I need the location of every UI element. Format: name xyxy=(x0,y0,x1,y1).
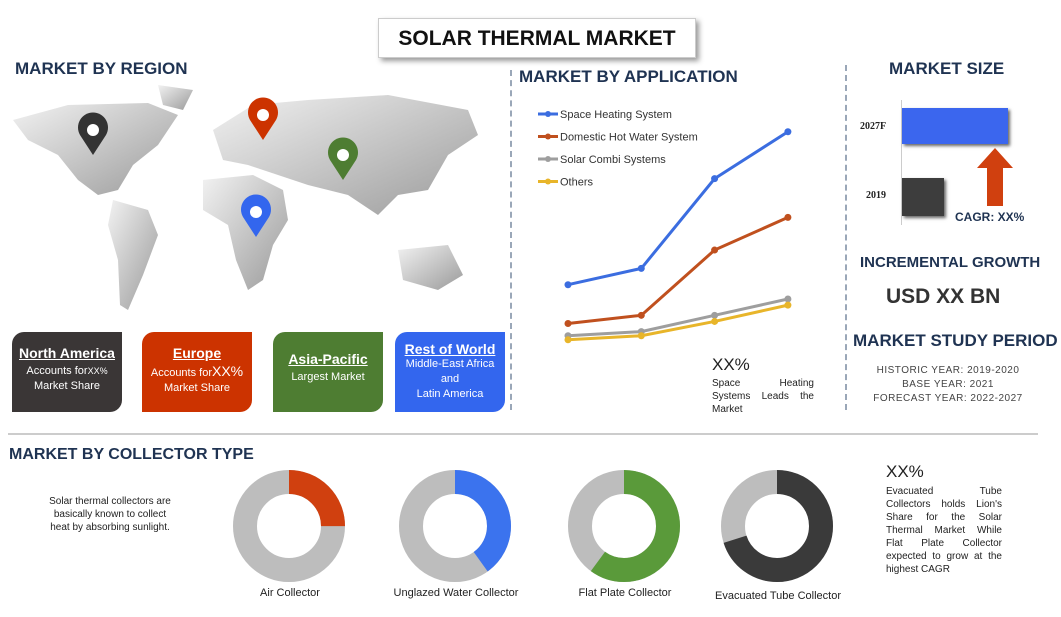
donut-slice xyxy=(399,470,511,582)
growth-arrow-icon xyxy=(977,148,1013,206)
bar-label-2027f: 2027F xyxy=(860,121,887,132)
study-period: HISTORIC YEAR: 2019-2020 BASE YEAR: 2021… xyxy=(853,364,1043,406)
cagr: CAGR: XX% xyxy=(955,210,1025,224)
series-line xyxy=(567,216,789,325)
donut-slice xyxy=(721,470,833,582)
legend-label: Space Heating System xyxy=(560,109,672,121)
donut-label: Flat Plate Collector xyxy=(578,587,672,599)
donut-slice xyxy=(568,470,680,582)
pin-asia-pacific xyxy=(328,137,358,180)
divider xyxy=(8,433,1038,435)
bar-2027f xyxy=(902,108,1008,144)
page-title: SOLAR THERMAL MARKET xyxy=(378,18,696,58)
donut-slice xyxy=(233,470,345,582)
forecast-year: FORECAST YEAR: 2022-2027 xyxy=(873,393,1023,404)
data-point xyxy=(711,175,719,183)
bar-2019 xyxy=(902,178,944,216)
application-line-chart: Space Heating System Domestic Hot Water S… xyxy=(538,109,792,344)
historic-year: HISTORIC YEAR: 2019-2020 xyxy=(876,365,1020,376)
pin-europe xyxy=(248,97,278,140)
data-point xyxy=(564,319,572,327)
legend-label: Solar Combi Systems xyxy=(560,154,666,166)
legend-marker xyxy=(545,133,551,140)
study-period-heading: MARKET STUDY PERIOD xyxy=(853,331,1058,350)
incremental-growth-heading: INCREMENTAL GROWTH xyxy=(860,254,1041,271)
market-size-heading: MARKET SIZE xyxy=(889,59,1005,78)
legend-label: Others xyxy=(560,177,594,189)
collector-heading: MARKET BY COLLECTOR TYPE xyxy=(9,446,254,463)
data-point xyxy=(564,336,572,344)
pin-rest-of-world xyxy=(241,194,271,237)
series-line xyxy=(567,297,789,338)
base-year: BASE YEAR: 2021 xyxy=(902,379,994,390)
collector-intro: Solar thermal collectors are basically k… xyxy=(49,496,171,533)
application-note: Space Heating Systems Leads the Market xyxy=(712,378,814,415)
data-point xyxy=(784,301,792,309)
divider xyxy=(510,70,512,410)
legend-marker xyxy=(545,178,551,185)
donut-label: Air Collector xyxy=(260,587,320,599)
application-stat: XX% xyxy=(712,355,750,374)
australia-shape xyxy=(398,245,463,290)
region-heading: MARKET BY REGION xyxy=(15,59,188,78)
location-pins xyxy=(78,97,358,237)
africa-shape xyxy=(203,175,288,290)
axis-line xyxy=(901,100,902,225)
legend-marker xyxy=(545,156,551,162)
greenland-shape xyxy=(158,85,193,110)
series-line xyxy=(567,303,789,342)
data-point xyxy=(784,295,792,303)
data-point xyxy=(784,213,792,221)
legend-label: Domestic Hot Water System xyxy=(560,132,698,144)
card-europe: Europe Accounts forXX% Market Share xyxy=(142,332,252,412)
data-point xyxy=(564,281,572,289)
donut-label: Unglazed Water Collector xyxy=(393,587,519,599)
donut-chart xyxy=(232,470,347,582)
data-point xyxy=(784,128,792,136)
card-asia-pacific: Asia-Pacific Largest Market xyxy=(273,332,383,412)
donut-chart xyxy=(567,470,682,582)
data-point xyxy=(637,332,645,340)
data-point xyxy=(711,246,719,254)
incremental-growth-value: USD XX BN xyxy=(886,285,1001,308)
donut-label: Evacuated Tube Collector xyxy=(715,590,841,602)
pin-north-america xyxy=(78,112,108,155)
world-map xyxy=(13,85,478,310)
card-north-america: North America Accounts forXX% Market Share xyxy=(12,332,122,412)
data-point xyxy=(637,311,645,319)
card-rest-of-world: Rest of World Middle-East Africa and Latin … xyxy=(395,332,505,412)
divider xyxy=(845,65,847,410)
application-heading: MARKET BY APPLICATION xyxy=(519,67,738,86)
series-line xyxy=(567,130,789,287)
bar-label-2019: 2019 xyxy=(866,190,886,201)
donut-chart xyxy=(398,470,513,582)
collector-stat: XX% xyxy=(886,462,924,481)
donut-chart xyxy=(720,470,835,582)
data-point xyxy=(711,317,719,325)
data-point xyxy=(637,264,645,272)
south-america-shape xyxy=(108,200,158,310)
collector-note: Evacuated Tube Collectors holds Lion's S… xyxy=(886,486,1002,575)
data-point xyxy=(711,311,719,319)
legend-marker xyxy=(545,111,551,117)
